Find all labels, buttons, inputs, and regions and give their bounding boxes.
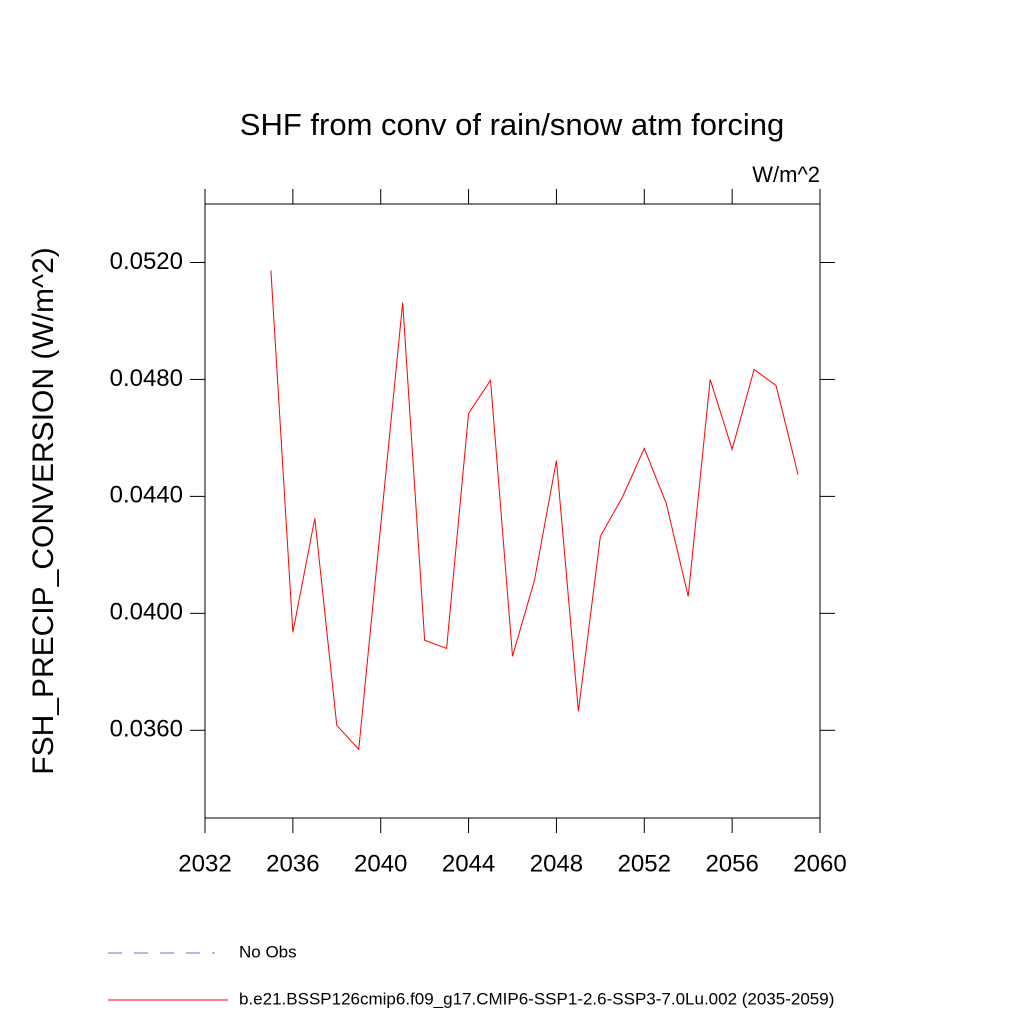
- x-tick-label: 2052: [618, 850, 671, 877]
- x-tick-label: 2056: [705, 850, 758, 877]
- x-tick-label: 2060: [793, 850, 846, 877]
- x-tick-label: 2032: [178, 850, 231, 877]
- y-tick-label: 0.0440: [110, 482, 183, 509]
- y-tick-label: 0.0360: [110, 716, 183, 743]
- y-axis-label: FSH_PRECIP_CONVERSION (W/m^2): [27, 247, 60, 774]
- units-label: W/m^2: [752, 162, 820, 187]
- y-tick-label: 0.0520: [110, 248, 183, 275]
- legend-label: No Obs: [239, 942, 297, 961]
- plot-frame: [204, 203, 821, 819]
- legend-label: b.e21.BSSP126cmip6.f09_g17.CMIP6-SSP1-2.…: [239, 989, 834, 1008]
- x-tick-label: 2040: [354, 850, 407, 877]
- y-tick-label: 0.0400: [110, 599, 183, 626]
- x-tick-label: 2036: [266, 850, 319, 877]
- chart-title: SHF from conv of rain/snow atm forcing: [240, 107, 784, 142]
- x-tick-label: 2044: [442, 850, 495, 877]
- data-line: [270, 270, 799, 751]
- y-tick-label: 0.0480: [110, 365, 183, 392]
- x-tick-label: 2048: [530, 850, 583, 877]
